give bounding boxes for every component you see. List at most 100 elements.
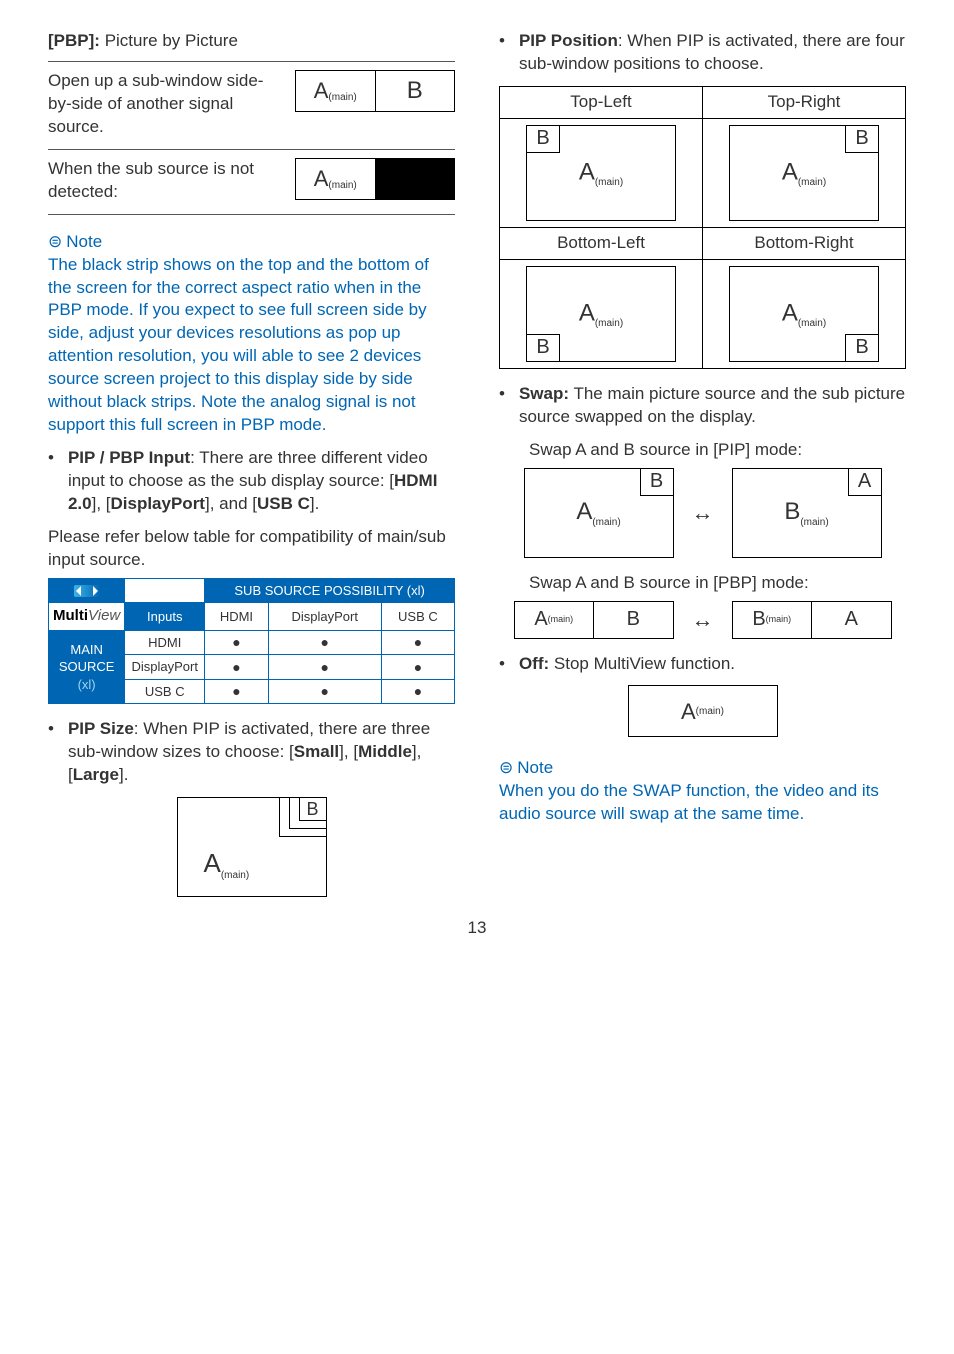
note-body: When you do the SWAP function, the video…	[499, 780, 906, 826]
note-body: The black strip shows on the top and the…	[48, 254, 455, 438]
a-glyph: A	[848, 468, 882, 496]
pbp-desc: Picture by Picture	[105, 31, 238, 50]
divider	[48, 61, 455, 62]
col-usbc: USB C	[381, 603, 454, 630]
position-grid: Top-Left Top-Right B A(main) B A(main)	[499, 86, 906, 369]
b-glyph: B	[526, 334, 560, 362]
pbp-blank-diagram: A(main)	[295, 158, 455, 200]
b-glyph: B	[299, 797, 327, 821]
pbp-label: [PBP]:	[48, 31, 100, 50]
note-icon: ⊜	[48, 232, 62, 251]
pip-size-diagram: A(main) B	[177, 797, 327, 897]
a-glyph: A	[576, 498, 592, 525]
swap-body: The main picture source and the sub pict…	[519, 384, 905, 426]
open-sub-text: Open up a sub-window side-by-side of ano…	[48, 70, 283, 139]
swap-pip-caption: Swap A and B source in [PIP] mode:	[529, 439, 906, 462]
note-label: Note	[66, 232, 102, 251]
b-glyph: B	[407, 75, 423, 107]
mv-view: View	[88, 607, 120, 624]
page-number: 13	[48, 917, 906, 940]
t: Small	[294, 742, 339, 761]
sub-header: SUB SOURCE POSSIBILITY (xl)	[205, 578, 455, 603]
b-glyph: B	[784, 498, 800, 525]
b-glyph: B	[594, 602, 673, 638]
t: ], [	[92, 494, 111, 513]
xl-label: (xl)	[53, 676, 120, 694]
divider	[48, 214, 455, 215]
row-usbc: USB C	[125, 679, 205, 704]
t: DisplayPort	[111, 494, 205, 513]
divider	[48, 149, 455, 150]
off-body: Stop MultiView function.	[554, 654, 735, 673]
dot-icon: ●	[381, 679, 454, 704]
left-column: [PBP]: Picture by Picture Open up a sub-…	[48, 30, 455, 897]
a-glyph: A	[782, 299, 798, 326]
right-column: PIP Position: When PIP is activated, the…	[499, 30, 906, 897]
b-glyph: B	[845, 125, 879, 153]
dot-icon: ●	[205, 630, 268, 655]
pos-topright-label: Top-Right	[703, 86, 906, 118]
pip-pos-label: PIP Position	[519, 31, 618, 50]
source-label: SOURCE	[53, 658, 120, 676]
dot-icon: ●	[381, 630, 454, 655]
b-glyph: B	[845, 334, 879, 362]
main-suffix: (main)	[328, 180, 356, 191]
row-dp: DisplayPort	[125, 655, 205, 680]
swap-pbp-caption: Swap A and B source in [PBP] mode:	[529, 572, 906, 595]
b-glyph: B	[640, 468, 674, 496]
note-block-right: ⊜Note When you do the SWAP function, the…	[499, 757, 906, 826]
dot-icon: ●	[268, 679, 381, 704]
black-panel	[376, 159, 455, 199]
t: Large	[73, 765, 119, 784]
swap-pbp-diagram: A(main) B ↔ B(main) A	[499, 601, 906, 639]
b-glyph: B	[526, 125, 560, 153]
dot-icon: ●	[268, 630, 381, 655]
t: ].	[119, 765, 128, 784]
col-hdmi: HDMI	[205, 603, 268, 630]
a-glyph: A	[314, 166, 329, 191]
swap-label: Swap:	[519, 384, 569, 403]
main-suffix: (main)	[221, 870, 249, 881]
a-glyph: A	[204, 848, 221, 878]
compat-table: SUB SOURCE POSSIBILITY (xl) MultiView In…	[48, 578, 455, 704]
col-dp: DisplayPort	[268, 603, 381, 630]
t: Middle	[358, 742, 412, 761]
pos-bottomright-label: Bottom-Right	[703, 227, 906, 259]
pos-topleft-label: Top-Left	[500, 86, 703, 118]
main-suffix: (main)	[798, 318, 826, 329]
pos-diagram: B A(main)	[729, 125, 879, 221]
note-label: Note	[517, 758, 553, 777]
pos-diagram: B A(main)	[729, 266, 879, 362]
note-block: ⊜Note The black strip shows on the top a…	[48, 231, 455, 437]
main-suffix: (main)	[328, 92, 356, 103]
main-suffix: (main)	[696, 705, 724, 719]
pip-input-label: PIP / PBP Input	[68, 448, 190, 467]
dot-icon: ●	[205, 679, 268, 704]
t: USB C	[257, 494, 310, 513]
pbp-heading: [PBP]: Picture by Picture	[48, 30, 455, 53]
dot-icon: ●	[381, 655, 454, 680]
pip-position-bullet: PIP Position: When PIP is activated, the…	[499, 30, 906, 76]
pbp-two-diagram: A(main) B	[295, 70, 455, 112]
swap-pip-diagram: B A(main) ↔ A B(main)	[499, 468, 906, 558]
a-glyph: A	[534, 606, 547, 633]
b-glyph: B	[752, 606, 765, 633]
compat-intro: Please refer below table for compatibili…	[48, 526, 455, 572]
pos-bottomleft-label: Bottom-Left	[500, 227, 703, 259]
off-bullet: Off: Stop MultiView function.	[499, 653, 906, 676]
dot-icon: ●	[268, 655, 381, 680]
not-detected-row: When the sub source is not detected: A(m…	[48, 158, 455, 204]
main-suffix: (main)	[548, 613, 574, 625]
main-suffix: (main)	[595, 177, 623, 188]
a-glyph: A	[579, 158, 595, 185]
a-glyph: A	[681, 697, 696, 727]
off-diagram: A(main)	[628, 685, 778, 737]
swap-bullet: Swap: The main picture source and the su…	[499, 383, 906, 429]
main-suffix: (main)	[766, 613, 792, 625]
t: ].	[310, 494, 319, 513]
swap-arrow-icon: ↔	[692, 498, 714, 528]
pip-input-bullet: PIP / PBP Input: There are three differe…	[48, 447, 455, 516]
main-suffix: (main)	[592, 517, 620, 528]
a-glyph: A	[579, 299, 595, 326]
note-icon: ⊜	[499, 758, 513, 777]
